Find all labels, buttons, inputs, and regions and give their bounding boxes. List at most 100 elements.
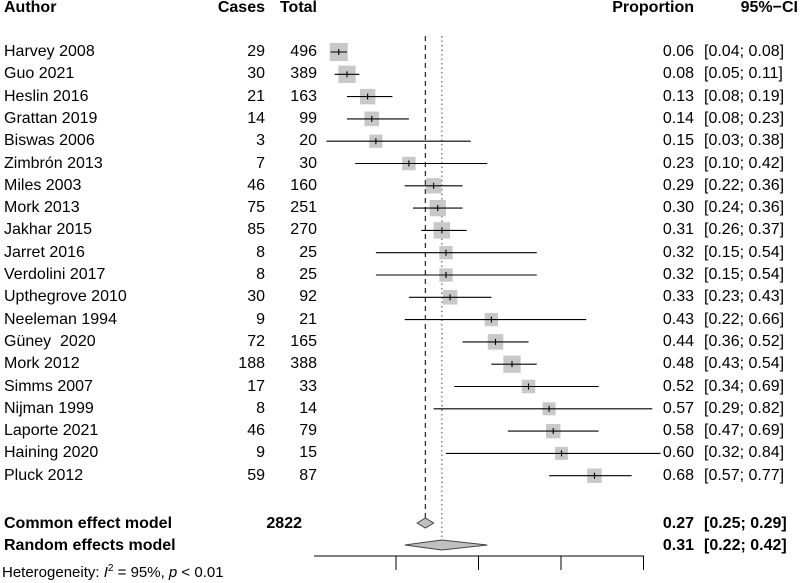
study-author: Pluck 2012 xyxy=(4,466,84,484)
study-total: 92 xyxy=(299,288,317,306)
study-ci: [0.05; 0.11] xyxy=(704,65,783,83)
common-effect-diamond xyxy=(416,517,435,529)
study-total: 496 xyxy=(290,43,317,60)
study-ci: [0.34; 0.69] xyxy=(704,377,785,395)
study-proportion: 0.06 xyxy=(662,43,694,60)
header-ci: 95%−CI xyxy=(740,0,798,16)
study-total: 33 xyxy=(299,377,317,395)
study-total: 251 xyxy=(290,199,317,217)
study-cases: 7 xyxy=(256,154,265,172)
study-ci: [0.10; 0.42] xyxy=(704,154,785,172)
study-author: Heslin 2016 xyxy=(4,87,89,105)
random-model-ci: [0.22; 0.42] xyxy=(704,537,787,554)
study-author: Simms 2007 xyxy=(4,377,93,395)
study-cases: 30 xyxy=(247,65,265,83)
study-proportion: 0.48 xyxy=(662,355,694,373)
study-proportion: 0.57 xyxy=(662,399,694,417)
study-total: 20 xyxy=(299,132,317,150)
study-cases: 72 xyxy=(247,332,265,350)
study-total: 163 xyxy=(290,87,317,105)
study-ci: [0.22; 0.36] xyxy=(704,176,785,194)
study-author: Jakhar 2015 xyxy=(4,221,93,239)
study-ci: [0.32; 0.84] xyxy=(704,444,785,462)
study-proportion: 0.44 xyxy=(662,332,694,350)
study-cases: 46 xyxy=(247,176,265,194)
study-ci: [0.47; 0.69] xyxy=(704,422,785,440)
study-ci: [0.15; 0.54] xyxy=(704,243,785,261)
study-cases: 85 xyxy=(247,221,265,239)
p-symbol: p xyxy=(168,564,178,581)
study-author: Jarret 2016 xyxy=(4,243,85,261)
random-model-label: Random effects model xyxy=(4,537,176,554)
study-total: 21 xyxy=(299,310,317,328)
study-cases: 30 xyxy=(247,288,265,306)
study-proportion: 0.58 xyxy=(662,422,694,440)
study-author: Biswas 2006 xyxy=(4,132,95,150)
study-proportion: 0.43 xyxy=(662,310,694,328)
study-ci: [0.29; 0.82] xyxy=(704,399,785,417)
study-cases: 14 xyxy=(247,109,265,127)
study-total: 25 xyxy=(299,266,317,283)
study-total: 15 xyxy=(299,444,317,462)
study-author: Upthegrove 2010 xyxy=(4,288,127,306)
study-ci: [0.08; 0.19] xyxy=(704,87,785,105)
study-ci: [0.15; 0.54] xyxy=(704,266,785,283)
study-author: Harvey 2008 xyxy=(4,43,95,60)
common-model-ci: [0.25; 0.29] xyxy=(704,515,787,532)
study-cases: 8 xyxy=(256,399,265,417)
study-cases: 46 xyxy=(247,422,265,440)
study-proportion: 0.15 xyxy=(662,132,694,150)
study-total: 388 xyxy=(290,355,317,373)
study-ci: [0.04; 0.08] xyxy=(704,43,785,60)
study-total: 87 xyxy=(299,466,317,484)
study-proportion: 0.32 xyxy=(662,266,694,283)
study-proportion: 0.08 xyxy=(662,65,694,83)
study-cases: 75 xyxy=(247,199,265,217)
study-total: 99 xyxy=(299,109,317,127)
random-effects-diamond xyxy=(404,539,488,551)
study-total: 165 xyxy=(290,332,317,350)
study-ci: [0.22; 0.66] xyxy=(704,310,785,328)
study-ci: [0.08; 0.23] xyxy=(704,109,785,127)
study-author: Verdolini 2017 xyxy=(4,266,106,283)
study-total: 389 xyxy=(290,65,317,83)
study-ci: [0.26; 0.37] xyxy=(704,221,785,239)
study-proportion: 0.60 xyxy=(662,444,694,462)
study-author: Mork 2012 xyxy=(4,355,80,373)
random-model-proportion: 0.31 xyxy=(662,537,694,554)
common-model-label: Common effect model xyxy=(4,515,173,532)
study-proportion: 0.68 xyxy=(662,466,694,484)
study-author: Guo 2021 xyxy=(4,65,75,83)
i2-exponent: 2 xyxy=(107,563,114,574)
study-author: Laporte 2021 xyxy=(4,422,99,440)
header-total: Total xyxy=(279,0,317,16)
study-total: 25 xyxy=(299,243,317,261)
study-cases: 8 xyxy=(256,243,265,261)
header-cases: Cases xyxy=(217,0,265,16)
study-ci: [0.57; 0.77] xyxy=(704,466,785,484)
study-cases: 3 xyxy=(256,132,265,150)
study-cases: 8 xyxy=(256,266,265,283)
study-proportion: 0.23 xyxy=(662,154,694,172)
study-author: Nijman 1999 xyxy=(4,399,94,417)
study-ci: [0.36; 0.52] xyxy=(704,332,785,350)
study-ci: [0.03; 0.38] xyxy=(704,132,785,150)
study-total: 30 xyxy=(299,154,317,172)
study-proportion: 0.52 xyxy=(662,377,694,395)
study-proportion: 0.32 xyxy=(662,243,694,261)
study-author: Miles 2003 xyxy=(4,176,82,194)
study-ci: [0.24; 0.36] xyxy=(704,199,785,217)
study-author: Mork 2013 xyxy=(4,199,80,217)
study-ci: [0.23; 0.43] xyxy=(704,288,785,306)
study-author: Neeleman 1994 xyxy=(4,310,117,328)
study-total: 79 xyxy=(299,422,317,440)
study-author: Grattan 2019 xyxy=(4,109,98,127)
study-cases: 188 xyxy=(238,355,265,373)
study-cases: 21 xyxy=(247,87,265,105)
common-model-total: 2822 xyxy=(266,515,302,532)
i2-symbol: I xyxy=(103,564,108,581)
study-author: Güney 2020 xyxy=(4,332,96,350)
study-cases: 9 xyxy=(256,444,265,462)
study-cases: 9 xyxy=(256,310,265,328)
